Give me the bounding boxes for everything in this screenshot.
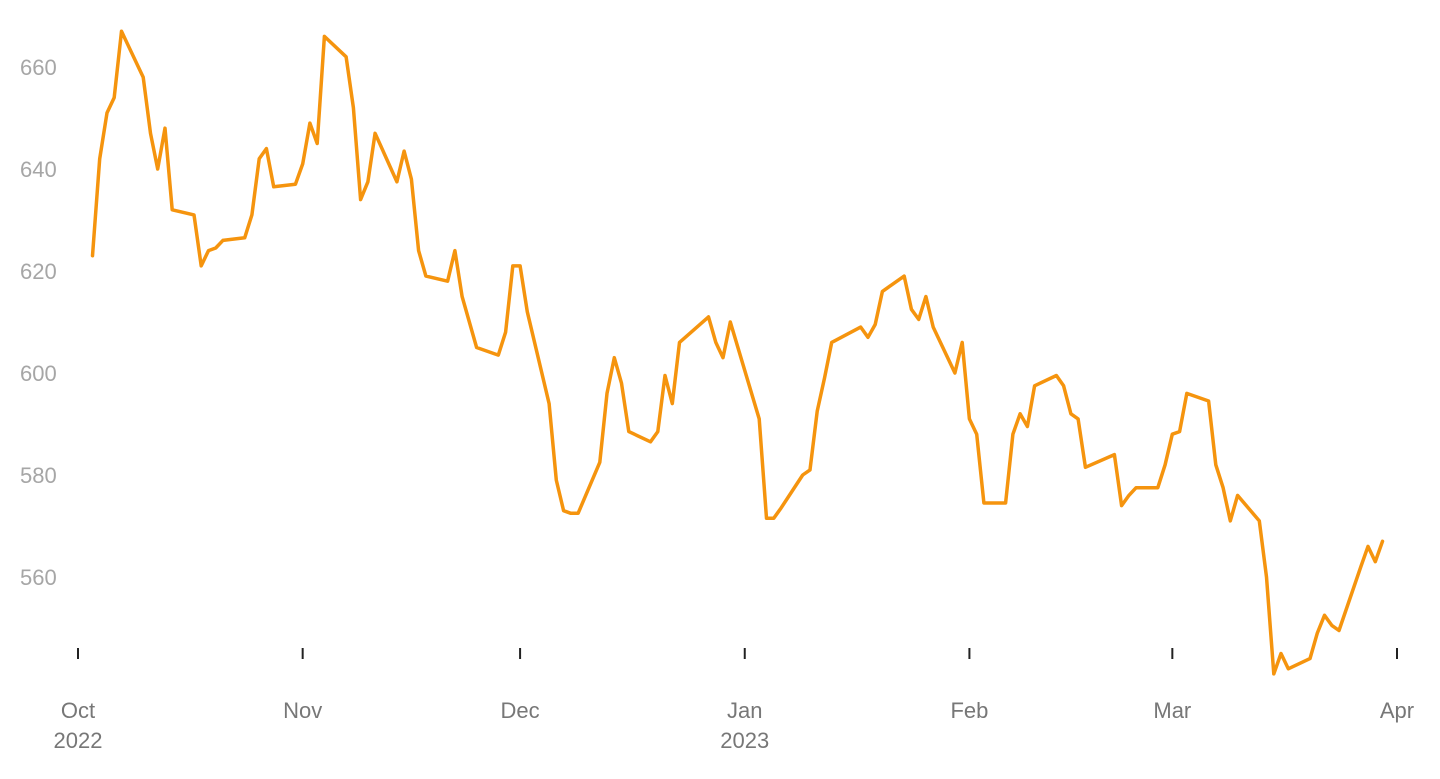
y-tick-label: 560 xyxy=(20,565,57,590)
x-tick-label: Nov xyxy=(283,698,322,723)
y-tick-label: 640 xyxy=(20,157,57,182)
x-tick-label: Oct xyxy=(61,698,95,723)
x-tick-label: Jan xyxy=(727,698,762,723)
x-tick-label: Dec xyxy=(501,698,540,723)
plot-area xyxy=(90,29,1385,676)
x-tick-label: Mar xyxy=(1153,698,1191,723)
x-tick-year-label: 2023 xyxy=(720,728,769,753)
y-tick-label: 660 xyxy=(20,55,57,80)
y-axis: 560 580 600 620 640 660 xyxy=(20,55,57,590)
x-tick-label: Apr xyxy=(1380,698,1414,723)
x-axis: Oct 2022 Nov Dec Jan 2023 Feb Mar Apr xyxy=(54,648,1414,753)
x-tick-year-label: 2022 xyxy=(54,728,103,753)
y-tick-label: 580 xyxy=(20,463,57,488)
x-tick-label: Feb xyxy=(950,698,988,723)
y-tick-label: 620 xyxy=(20,259,57,284)
series-line xyxy=(90,29,1385,676)
y-tick-label: 600 xyxy=(20,361,57,386)
